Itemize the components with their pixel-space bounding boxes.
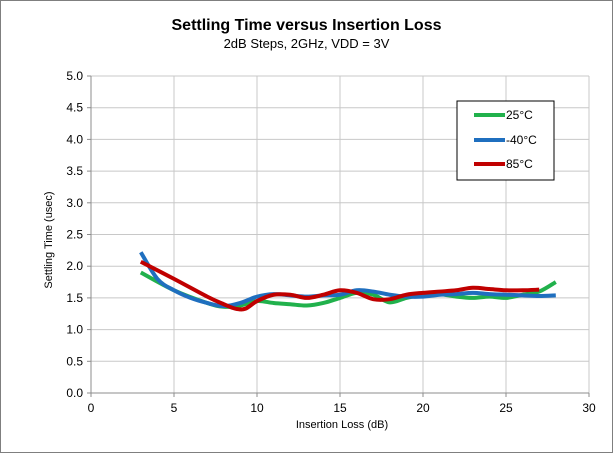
series-line-85c: [139, 259, 540, 312]
y-tick-label: 2.5: [66, 228, 83, 242]
legend-label-25c: 25°C: [506, 108, 533, 122]
x-tick-label: 15: [333, 401, 347, 415]
x-tick-label: 20: [416, 401, 430, 415]
series-layer: [139, 251, 557, 312]
legend-label-minus-40c: -40°C: [506, 133, 537, 147]
x-tick-label: 10: [250, 401, 264, 415]
legend: 25°C -40°C 85°C: [456, 100, 555, 181]
x-axis-ticks: 0 5 10 15 20 25 30: [88, 393, 596, 415]
y-tick-label: 2.0: [66, 259, 83, 273]
legend-label-85c: 85°C: [506, 157, 533, 171]
x-axis-label: Insertion Loss (dB): [296, 419, 388, 431]
y-tick-label: 4.0: [66, 132, 83, 146]
y-axis-label: Settling Time (usec): [43, 191, 55, 288]
y-tick-label: 5.0: [66, 69, 83, 83]
x-tick-label: 30: [582, 401, 596, 415]
y-axis-ticks: 0.0 0.5 1.0 1.5 2.0 2.5 3.0 3.5 4.0 4.5 5.0: [66, 69, 91, 400]
chart-subtitle: 2dB Steps, 2GHz, VDD = 3V: [223, 36, 390, 51]
y-tick-label: 3.5: [66, 164, 83, 178]
y-tick-label: 0.5: [66, 354, 83, 368]
x-tick-label: 5: [171, 401, 178, 415]
y-tick-label: 1.5: [66, 291, 83, 305]
chart-title: Settling Time versus Insertion Loss: [171, 17, 442, 34]
y-tick-label: 3.0: [66, 196, 83, 210]
y-tick-label: 0.0: [66, 386, 83, 400]
series-line-25c: [139, 270, 557, 309]
x-tick-label: 0: [88, 401, 95, 415]
x-tick-label: 25: [499, 401, 513, 415]
y-tick-label: 4.5: [66, 101, 83, 115]
y-tick-label: 1.0: [66, 323, 83, 337]
legend-box: [456, 100, 555, 181]
